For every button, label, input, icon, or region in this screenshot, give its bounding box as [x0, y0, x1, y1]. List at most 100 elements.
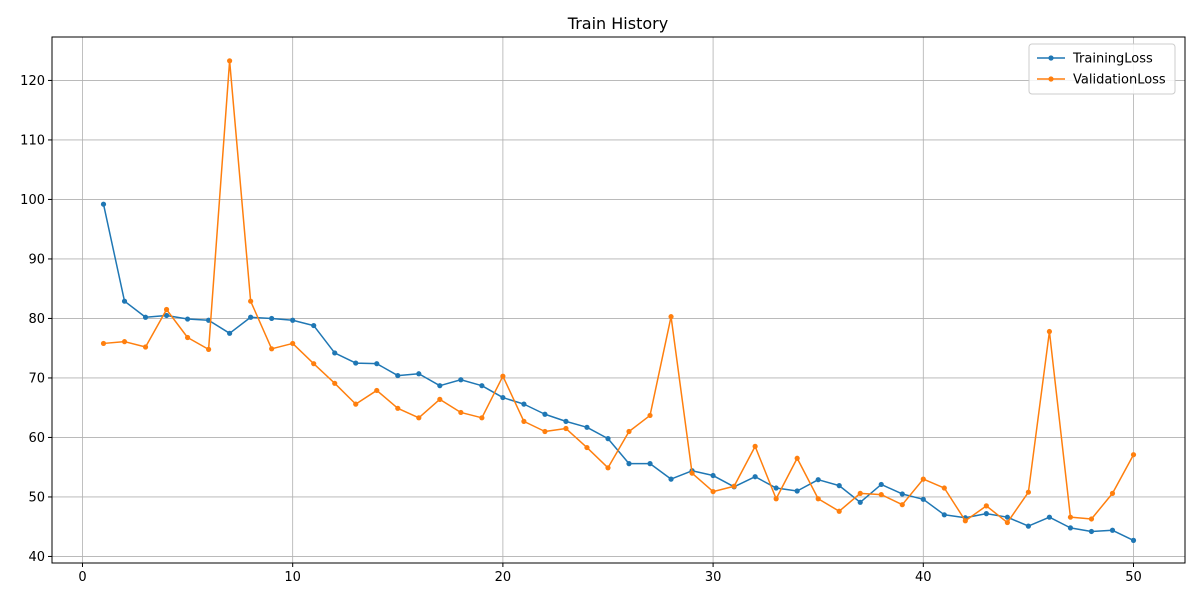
- legend-label: ValidationLoss: [1073, 73, 1166, 88]
- data-point: [227, 330, 233, 336]
- data-point: [121, 298, 128, 304]
- data-point: [521, 401, 527, 407]
- grid-lines: [52, 37, 1185, 563]
- data-point: [500, 394, 506, 401]
- x-tick-label: 40: [915, 570, 932, 585]
- data-point: [1004, 514, 1010, 520]
- data-point: [142, 344, 149, 350]
- data-point: [290, 317, 296, 323]
- axes-frame: [51, 36, 1186, 564]
- data-point: [1088, 516, 1095, 522]
- data-point: [353, 360, 359, 366]
- data-point: [290, 340, 296, 347]
- data-point: [878, 481, 884, 488]
- data-point: [1109, 527, 1116, 533]
- data-point: [542, 428, 548, 435]
- y-tick-label: 110: [20, 133, 45, 148]
- legend-swatch-marker: [1048, 76, 1054, 82]
- data-point: [626, 461, 632, 467]
- data-point: [584, 424, 590, 430]
- axis-ticks: 0 10 20 30 40 50 40 50 60 70 80 90 100 110 120: [20, 74, 1142, 585]
- data-point: [773, 485, 779, 491]
- data-point: [395, 372, 401, 379]
- data-point: [941, 512, 947, 518]
- data-point: [563, 418, 569, 424]
- data-point: [1046, 328, 1053, 335]
- data-point: [500, 373, 506, 379]
- data-point: [563, 425, 569, 432]
- data-point: [269, 315, 275, 322]
- legend-label: TrainingLoss: [1072, 52, 1153, 67]
- data-point: [647, 461, 653, 467]
- y-tick-label: 60: [28, 431, 45, 446]
- data-point: [836, 483, 842, 489]
- data-point: [542, 411, 548, 417]
- data-point: [584, 444, 590, 451]
- data-point: [752, 474, 758, 480]
- x-tick-label: 30: [705, 570, 722, 585]
- data-point: [206, 346, 212, 352]
- data-point: [857, 490, 863, 496]
- data-point: [878, 491, 884, 498]
- data-point: [794, 488, 800, 494]
- data-point: [647, 412, 653, 419]
- data-point: [374, 361, 380, 367]
- data-point: [121, 339, 128, 345]
- data-point: [1067, 525, 1074, 531]
- data-point: [899, 491, 905, 497]
- data-point: [815, 496, 821, 502]
- data-point: [941, 485, 947, 491]
- legend-box: [1028, 43, 1176, 95]
- data-point: [416, 415, 422, 421]
- y-tick-label: 80: [28, 312, 45, 327]
- data-point: [773, 496, 779, 502]
- y-tick-label: 90: [28, 252, 45, 267]
- data-point: [163, 312, 170, 319]
- data-point: [458, 409, 464, 416]
- data-point: [437, 383, 443, 389]
- data-point: [332, 350, 338, 356]
- data-point: [479, 383, 485, 389]
- x-tick-label: 10: [284, 570, 301, 585]
- y-tick-label: 100: [20, 193, 45, 208]
- y-tick-label: 120: [20, 74, 45, 89]
- data-point: [416, 371, 422, 377]
- legend: TrainingLoss ValidationLoss: [1028, 43, 1176, 95]
- data-point: [815, 477, 821, 483]
- data-point: [710, 488, 716, 495]
- y-tick-label: 70: [28, 371, 45, 386]
- legend-swatch-marker: [1048, 55, 1054, 61]
- data-point: [227, 58, 233, 64]
- x-tick-label: 50: [1125, 570, 1142, 585]
- data-point: [479, 415, 485, 421]
- data-point: [1025, 523, 1031, 529]
- data-point: [458, 377, 464, 383]
- y-tick-label: 40: [28, 550, 45, 565]
- data-point: [1067, 514, 1074, 520]
- data-point: [962, 518, 968, 524]
- chart-title: Train History: [567, 14, 668, 33]
- data-point: [668, 314, 674, 320]
- data-point: [1046, 514, 1053, 520]
- data-point: [626, 428, 632, 435]
- data-point: [100, 201, 107, 207]
- legend-item: TrainingLoss: [1037, 52, 1153, 67]
- data-point: [899, 502, 905, 508]
- data-point: [248, 314, 254, 320]
- data-point: [142, 314, 149, 320]
- data-point: [269, 346, 275, 352]
- data-point: [184, 334, 191, 341]
- data-point: [857, 499, 863, 505]
- data-point: [163, 306, 170, 313]
- y-tick-label: 50: [28, 490, 45, 505]
- data-point: [983, 511, 989, 517]
- data-point: [605, 436, 611, 442]
- data-point: [395, 405, 401, 411]
- data-point: [248, 298, 254, 304]
- data-point: [1088, 528, 1095, 535]
- data-point: [184, 316, 191, 322]
- data-point: [836, 508, 842, 514]
